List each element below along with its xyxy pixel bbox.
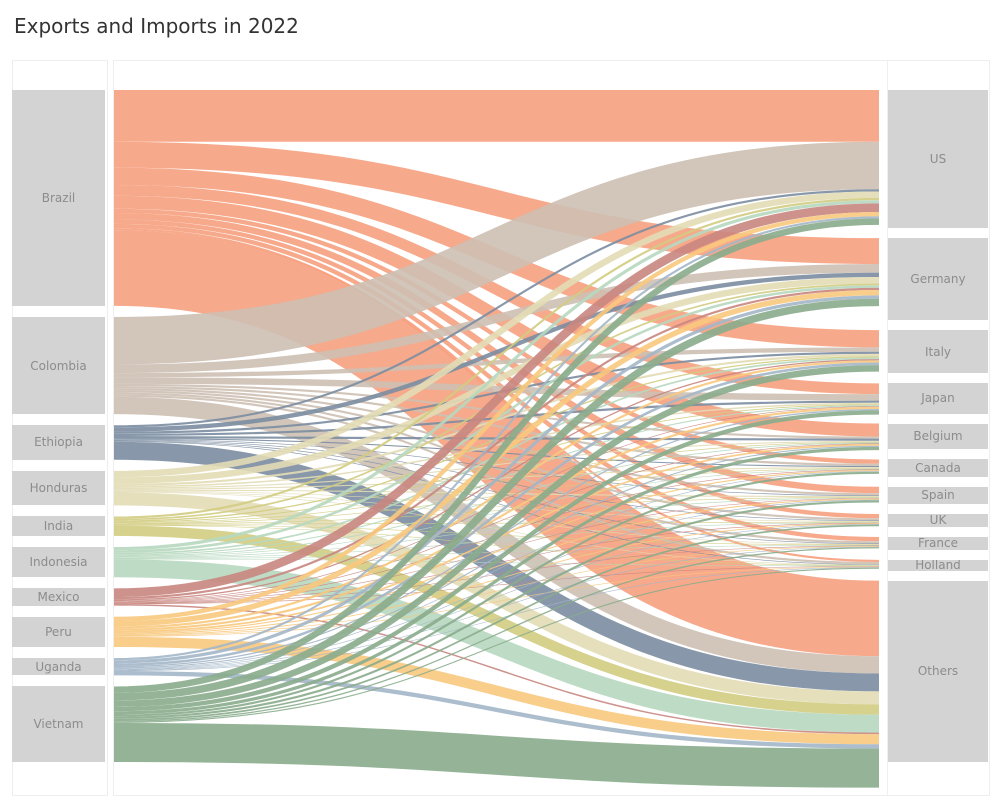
target-node-spain: Spain	[888, 486, 988, 504]
target-node-canada: Canada	[888, 459, 988, 477]
source-node-ethiopia: Ethiopia	[12, 425, 105, 460]
flow-peru-to-holland	[113, 566, 880, 637]
flow-indonesia-to-spain	[113, 497, 880, 558]
source-node-india: India	[12, 516, 105, 536]
flow-colombia-to-italy	[113, 347, 880, 378]
flow-colombia-to-germany	[113, 264, 880, 374]
target-node-france: France	[888, 536, 988, 550]
source-node-peru: Peru	[12, 616, 105, 647]
flow-mexico-to-germany	[113, 287, 880, 600]
flow-india-to-japan	[113, 404, 880, 523]
source-node-mexico: Mexico	[12, 588, 105, 606]
flow-vietnam-to-canada	[113, 471, 880, 717]
flow-uganda-to-us	[113, 216, 880, 661]
flow-india-to-spain	[113, 497, 880, 525]
flow-colombia-to-france	[113, 392, 880, 544]
flow-india-to-belgium	[113, 441, 880, 524]
flow-vietnam-to-uk	[113, 524, 880, 721]
flow-colombia-to-us	[113, 141, 880, 365]
flow-honduras-to-uk	[113, 490, 880, 522]
source-node-indonesia: Indonesia	[12, 547, 105, 578]
flow-colombia-to-spain	[113, 388, 880, 496]
flow-vietnam-to-holland	[113, 567, 880, 723]
target-node-belgium: Belgium	[888, 423, 988, 450]
flow-uganda-to-italy	[113, 362, 880, 667]
flow-peru-to-france	[113, 546, 880, 637]
flow-vietnam-to-us	[113, 218, 880, 693]
flow-colombia-to-japan	[113, 377, 880, 401]
flow-vietnam-to-germany	[113, 298, 880, 701]
chart-title: Exports and Imports in 2022	[14, 14, 299, 38]
flow-honduras-to-japan	[113, 402, 880, 488]
flow-indonesia-to-others	[113, 559, 880, 733]
flow-honduras-to-belgium	[113, 440, 880, 489]
flow-colombia-to-canada	[113, 386, 880, 466]
flow-peru-to-canada	[113, 470, 880, 634]
target-node-holland: Holland	[888, 559, 988, 571]
flow-ethiopia-to-germany	[113, 272, 880, 432]
flow-peru-to-japan	[113, 406, 880, 631]
flow-ethiopia-to-us	[113, 189, 880, 428]
flow-mexico-to-holland	[113, 566, 880, 605]
flow-india-to-us	[113, 197, 880, 519]
flow-vietnam-to-others	[113, 722, 880, 788]
flow-uganda-to-germany	[113, 295, 880, 664]
flow-peru-to-spain	[113, 498, 880, 635]
target-node-uk: UK	[888, 513, 988, 527]
flow-india-to-others	[113, 525, 880, 715]
flow-honduras-to-others	[113, 492, 880, 705]
flow-indonesia-to-us	[113, 200, 880, 551]
flow-colombia-to-belgium	[113, 383, 880, 439]
flow-mexico-to-us	[113, 203, 880, 597]
flow-vietnam-to-italy	[113, 365, 880, 707]
flow-honduras-to-germany	[113, 276, 880, 484]
flow-ethiopia-to-spain	[113, 439, 880, 497]
flow-ethiopia-to-france	[113, 440, 880, 545]
target-node-others: Others	[888, 580, 988, 762]
target-node-us: US	[888, 90, 988, 229]
flow-vietnam-to-spain	[113, 500, 880, 719]
flow-uganda-to-canada	[113, 471, 880, 670]
flow-peru-to-us	[113, 211, 880, 622]
source-node-uganda: Uganda	[12, 658, 105, 676]
target-node-japan: Japan	[888, 383, 988, 414]
flow-uganda-to-belgium	[113, 445, 880, 669]
source-node-vietnam: Vietnam	[12, 686, 105, 762]
source-node-colombia: Colombia	[12, 316, 105, 415]
flow-honduras-to-holland	[113, 491, 880, 566]
flow-vietnam-to-japan	[113, 410, 880, 712]
flow-honduras-to-us	[113, 191, 880, 478]
source-node-brazil: Brazil	[12, 90, 105, 306]
target-node-italy: Italy	[888, 330, 988, 374]
flow-vietnam-to-france	[113, 547, 880, 722]
target-node-germany: Germany	[888, 238, 988, 321]
flow-mexico-to-belgium	[113, 443, 880, 602]
source-node-honduras: Honduras	[12, 470, 105, 506]
flow-vietnam-to-belgium	[113, 446, 880, 715]
flow-mexico-to-france	[113, 545, 880, 604]
flow-ethiopia-to-italy	[113, 351, 880, 434]
